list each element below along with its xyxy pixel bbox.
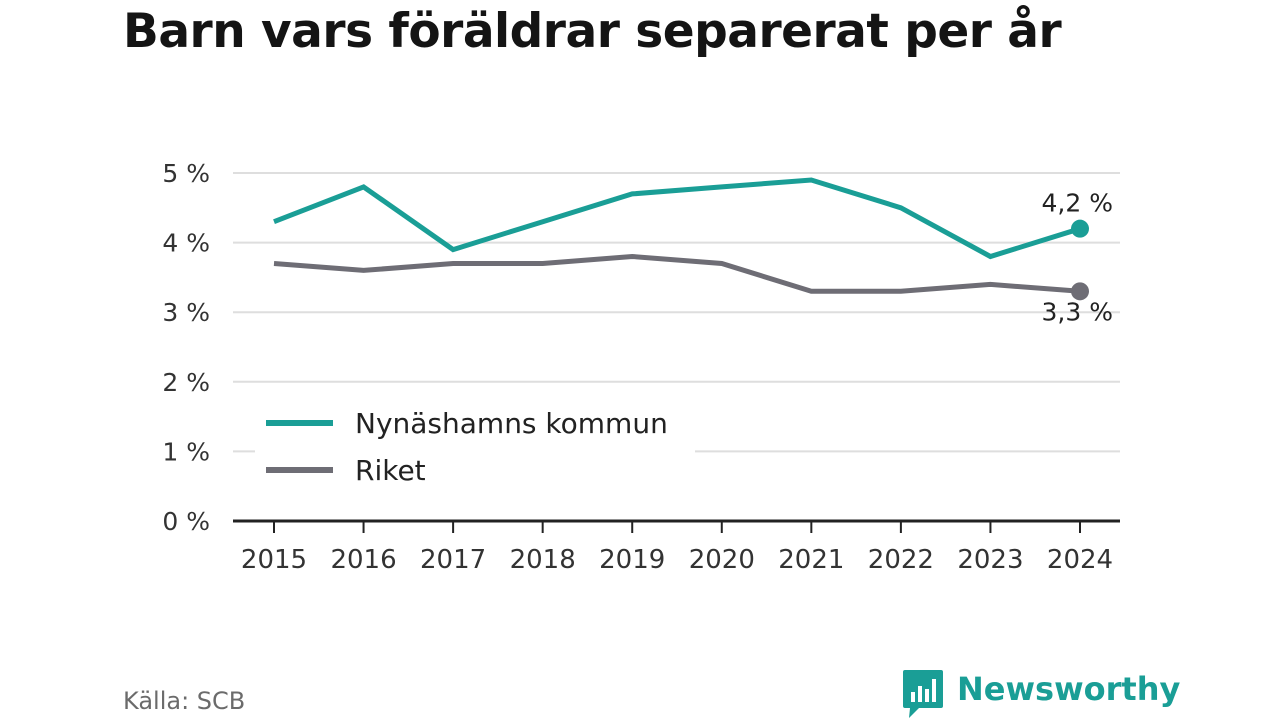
series-end-label: 4,2 % <box>1042 189 1113 218</box>
x-tick-label: 2017 <box>420 545 486 575</box>
x-tick-label: 2016 <box>330 545 396 575</box>
legend: Nynäshamns kommun Riket <box>255 400 695 498</box>
series-end-point <box>1071 282 1089 301</box>
series-lines <box>273 177 1089 301</box>
brand-name: Newsworthy <box>957 670 1181 708</box>
y-tick-label: 4 % <box>162 229 210 258</box>
brand-logo: Newsworthy <box>903 670 1180 718</box>
series-end-label: 3,3 % <box>1042 297 1113 326</box>
series-line <box>273 177 1081 260</box>
chart-title: Barn vars föräldrar separerat per år <box>123 4 1062 59</box>
x-tick-label: 2024 <box>1047 545 1113 575</box>
x-tick-label: 2020 <box>689 545 755 575</box>
legend-label: Riket <box>355 454 426 487</box>
x-tick-label: 2022 <box>868 545 934 575</box>
axes: 0 % 1 % 2 % 3 % 4 % 5 % 2015 2016 2017 2018 2019 20… <box>162 159 1120 575</box>
legend-background <box>255 400 695 498</box>
source-note: Källa: SCB <box>123 687 246 715</box>
x-tick-label: 2015 <box>241 545 307 575</box>
y-tick-label: 0 % <box>162 507 210 536</box>
x-tick-label: 2021 <box>778 545 844 575</box>
x-tick-label: 2018 <box>510 545 576 575</box>
end-labels: 4,2 % 3,3 % <box>1042 189 1113 327</box>
series-line <box>273 253 1081 294</box>
y-tick-label: 2 % <box>162 368 210 397</box>
x-tick-label: 2019 <box>599 545 665 575</box>
legend-label: Nynäshamns kommun <box>355 407 668 440</box>
x-tick-label: 2023 <box>957 545 1023 575</box>
series-end-point <box>1071 219 1089 238</box>
y-tick-label: 5 % <box>162 159 210 188</box>
bar-chart-speech-bubble-icon <box>903 670 943 718</box>
y-tick-label: 3 % <box>162 298 210 327</box>
y-tick-label: 1 % <box>162 437 210 466</box>
